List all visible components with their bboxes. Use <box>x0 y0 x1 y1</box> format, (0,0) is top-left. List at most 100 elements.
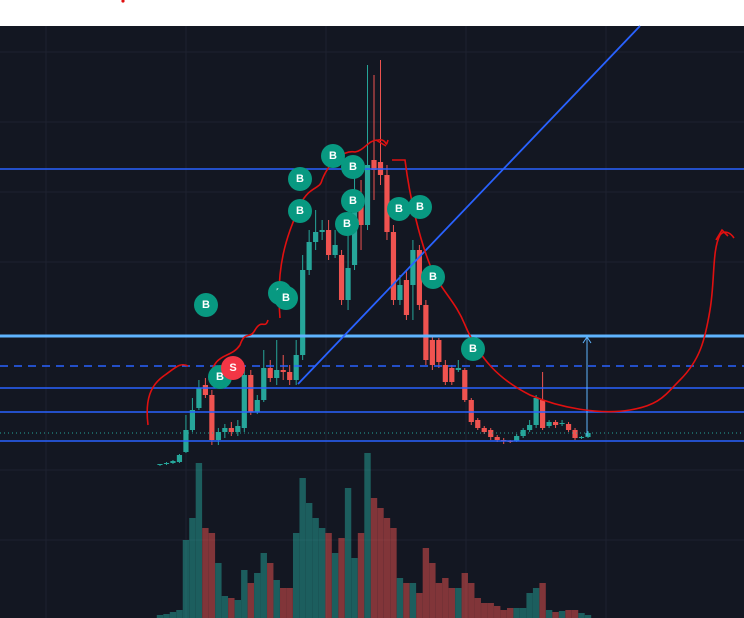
volume-bar <box>578 613 585 618</box>
volume-bar <box>325 533 332 618</box>
volume-bar <box>396 578 404 618</box>
volume-bar <box>455 588 462 618</box>
candle-body <box>585 433 591 437</box>
marker: B <box>335 212 359 236</box>
marker: B <box>341 189 365 213</box>
volume-bar <box>357 533 365 618</box>
volume-bar <box>305 503 313 618</box>
candle-body <box>410 250 416 285</box>
candle-body <box>235 426 241 432</box>
candle-body <box>326 230 332 255</box>
volume-bar <box>377 508 384 618</box>
volume-bar <box>494 606 501 618</box>
candle-body <box>403 280 410 315</box>
candle-body <box>527 425 533 430</box>
marker-label: B <box>416 201 424 213</box>
candle-body <box>209 395 215 440</box>
candle-body <box>552 422 559 425</box>
candle-body <box>358 200 364 225</box>
volume-bar <box>409 583 417 618</box>
volume-bar <box>545 610 553 618</box>
candle-body <box>267 368 273 378</box>
volume-bar <box>241 570 248 618</box>
candle-body <box>176 455 183 462</box>
candle-body <box>345 268 351 300</box>
volume-bar <box>526 593 533 618</box>
marker: B <box>274 286 298 310</box>
candle-body <box>436 340 442 362</box>
volume-bar <box>247 583 254 618</box>
candle-body <box>384 175 390 232</box>
candle-body <box>442 365 448 382</box>
trade-markers: B B S B B B B B B B B B B B B <box>194 144 485 389</box>
candle-body <box>481 428 487 432</box>
marker-label: B <box>349 195 357 207</box>
volume-bar <box>215 563 222 618</box>
candle-body <box>390 232 397 300</box>
volume-bar <box>448 588 456 618</box>
candle-body <box>254 400 260 412</box>
volume-bar <box>481 603 488 618</box>
marker-label: B <box>395 203 403 215</box>
volume-bar <box>338 538 345 618</box>
candle-body <box>280 370 286 372</box>
candle-body <box>514 436 520 441</box>
volume-bar <box>318 528 326 618</box>
volume-bar <box>539 583 546 618</box>
marker-label: B <box>429 271 437 283</box>
volume-bar <box>189 518 196 618</box>
marker-label: S <box>229 362 236 374</box>
volume-bar <box>195 463 203 618</box>
volume-bar <box>156 615 164 618</box>
marker: B <box>421 265 445 289</box>
volume-bar <box>280 588 287 618</box>
volume-bar <box>584 615 592 618</box>
candle-body <box>338 255 345 300</box>
volume-bar <box>506 608 514 618</box>
candle-body <box>520 430 526 436</box>
candle-body <box>416 250 422 305</box>
marker: S <box>221 356 245 380</box>
volume-bar <box>474 598 481 618</box>
volume-bar <box>351 558 358 618</box>
candle-body <box>319 230 325 232</box>
volume-bar <box>331 553 339 618</box>
volume-bar <box>390 528 397 618</box>
marker: B <box>194 293 218 317</box>
volume-bar <box>429 563 436 618</box>
candles <box>157 60 591 466</box>
candle-body <box>578 437 585 438</box>
marker-label: B <box>469 343 477 355</box>
candle-body <box>462 370 468 400</box>
volume-bar <box>487 603 494 618</box>
volume-bar <box>383 518 391 618</box>
volume-bar <box>234 600 242 618</box>
volume-bar <box>558 611 566 618</box>
candle-body <box>455 368 461 370</box>
candle-body <box>559 423 565 424</box>
volume-bar <box>468 583 475 618</box>
volume-bar <box>169 612 177 618</box>
drawings <box>0 25 744 442</box>
candle-body <box>429 340 435 365</box>
volume-bar <box>370 498 378 618</box>
candle-body <box>364 165 371 225</box>
candle-body <box>287 372 293 380</box>
volume-bar <box>403 583 410 618</box>
volume-bar <box>221 596 229 618</box>
candle-body <box>423 305 429 360</box>
volume-bar <box>182 540 190 618</box>
volume-pane <box>156 453 592 618</box>
marker: B <box>341 155 365 179</box>
candle-body <box>371 160 377 170</box>
volume-bar <box>299 478 306 618</box>
candle-body <box>494 437 500 440</box>
candle-body <box>300 270 306 355</box>
volume-bar <box>176 610 183 618</box>
candle-body <box>332 245 338 255</box>
volume-bar <box>344 488 352 618</box>
volume-bar <box>513 608 520 618</box>
marker: B <box>461 337 485 361</box>
volume-bar <box>228 598 235 618</box>
